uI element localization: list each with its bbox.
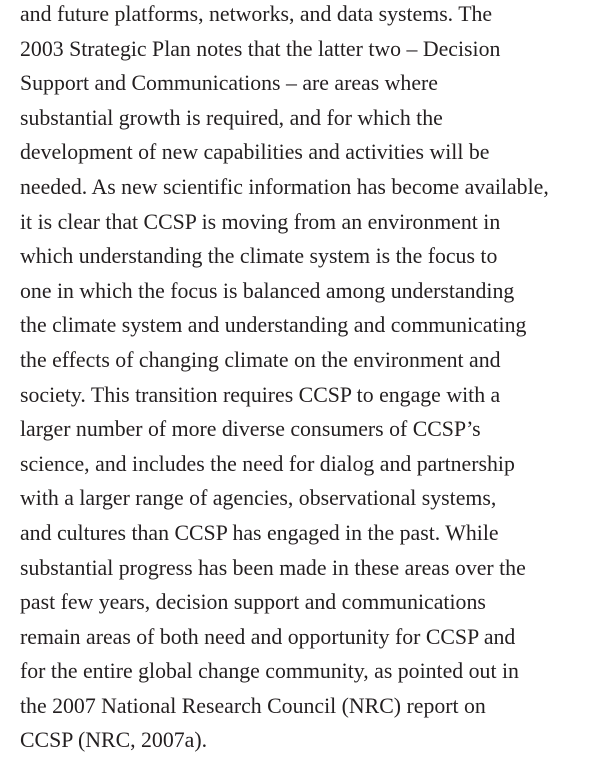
text-line: the 2007 National Research Council (NRC)…: [20, 692, 486, 718]
text-line: with a larger range of agencies, observa…: [20, 485, 497, 511]
document-page: and future platforms, networks, and data…: [20, 0, 609, 758]
text-line: 2003 Strategic Plan notes that the latte…: [20, 35, 501, 61]
text-line: which understanding the climate system i…: [20, 243, 498, 269]
text-line: society. This transition requires CCSP t…: [20, 381, 501, 407]
text-line: remain areas of both need and opportunit…: [20, 623, 516, 649]
text-line: it is clear that CCSP is moving from an …: [20, 208, 501, 234]
text-line: the effects of changing climate on the e…: [20, 346, 501, 372]
text-line: science, and includes the need for dialo…: [20, 450, 515, 476]
text-line: one in which the focus is balanced among…: [20, 277, 515, 303]
text-line: Support and Communications – are areas w…: [20, 70, 438, 96]
text-line: for the entire global change community, …: [20, 658, 519, 684]
text-line: needed. As new scientific information ha…: [20, 173, 549, 199]
text-line: substantial growth is required, and for …: [20, 104, 443, 130]
text-line: substantial progress has been made in th…: [20, 554, 526, 580]
text-line: larger number of more diverse consumers …: [20, 416, 481, 442]
text-line: and cultures than CCSP has engaged in th…: [20, 519, 499, 545]
text-line: the climate system and understanding and…: [20, 312, 527, 338]
text-line: development of new capabilities and acti…: [20, 139, 490, 165]
text-line: CCSP (NRC, 2007a).: [20, 727, 208, 753]
text-line: and future platforms, networks, and data…: [20, 1, 493, 26]
text-line: past few years, decision support and com…: [20, 589, 486, 615]
